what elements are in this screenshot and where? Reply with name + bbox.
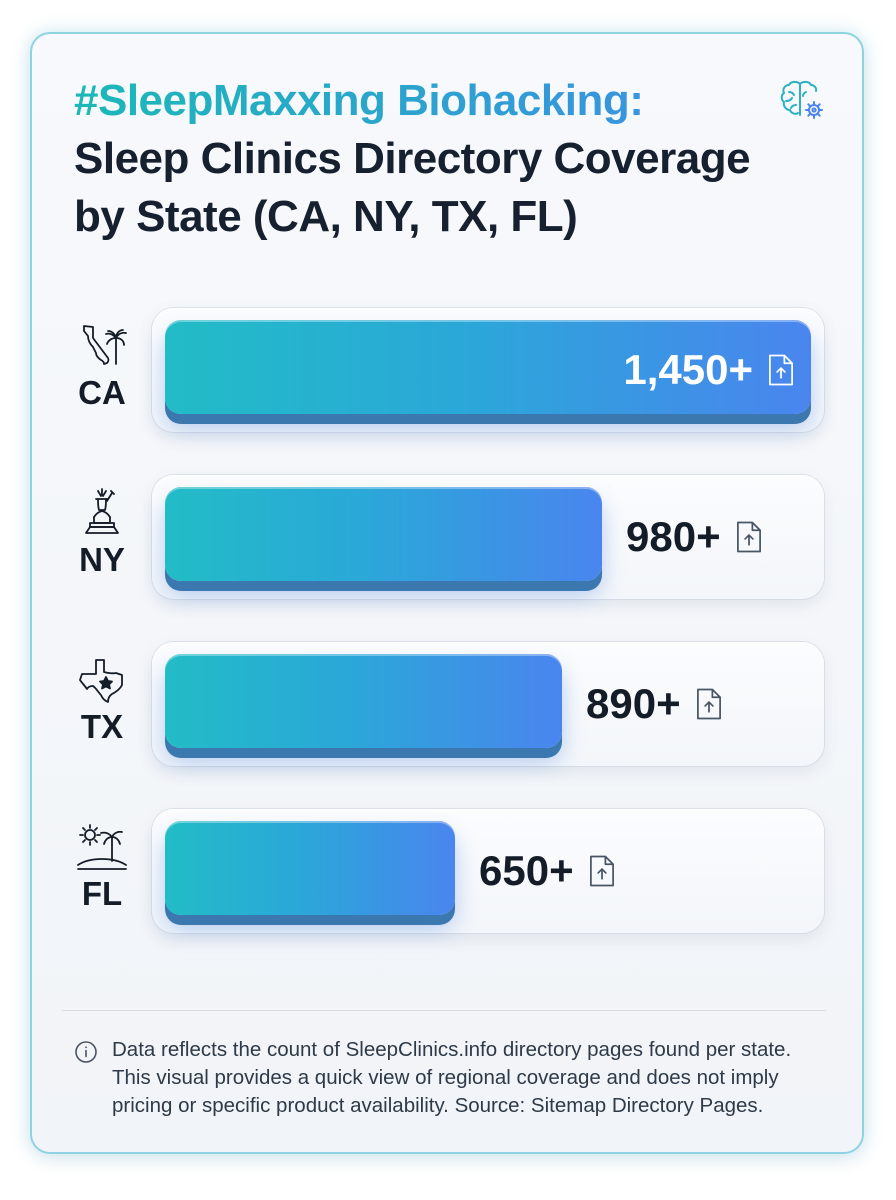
value-label-group-tx: 890+ [586, 676, 723, 732]
bar-row-ca: CA 1,450+ [32, 308, 866, 434]
category-label-ca: CA [78, 374, 126, 411]
document-upload-icon [696, 688, 721, 720]
value-label-group-fl: 650+ [479, 843, 616, 899]
category-label-ny: NY [79, 541, 125, 578]
info-icon [75, 1041, 97, 1063]
statue-of-liberty-icon [85, 488, 119, 534]
value-label-group-ca: 1,450+ [623, 342, 795, 398]
bar-track-tx: 890+ [152, 642, 824, 766]
value-label-ny: 980+ [626, 513, 721, 560]
footnote-divider [62, 1010, 826, 1011]
bar-track-ca: 1,450+ [152, 308, 824, 432]
california-palm-icon [83, 325, 127, 365]
chart-title: #SleepMaxxing Biohacking: Sleep Clinics … [74, 72, 774, 246]
value-label-ca: 1,450+ [623, 346, 753, 393]
value-label-group-ny: 980+ [626, 509, 763, 565]
category-label-fl: FL [81, 875, 123, 912]
brain-gear-icon [780, 80, 823, 119]
sun-palm-island-icon [77, 824, 127, 870]
bar-tx [165, 654, 562, 748]
title-line-3: by State (CA, NY, TX, FL) [74, 192, 578, 241]
bar-track-ny: 980+ [152, 475, 824, 599]
bar-track-fl: 650+ [152, 809, 824, 933]
document-upload-icon [769, 354, 793, 386]
bar-ca [165, 320, 811, 414]
document-upload-icon [589, 855, 614, 887]
texas-star-icon [79, 659, 123, 703]
category-label-tx: TX [80, 708, 124, 745]
value-label-tx: 890+ [586, 680, 681, 727]
value-label-fl: 650+ [479, 847, 574, 894]
document-upload-icon [736, 521, 761, 553]
footnote-text: Data reflects the count of SleepClinics.… [112, 1038, 792, 1117]
bar-ny [165, 487, 602, 581]
bar-fl [165, 821, 455, 915]
title-line-2: Sleep Clinics Directory Coverage [74, 134, 751, 183]
title-hashtag-line: #SleepMaxxing Biohacking: [74, 72, 774, 130]
bar-row-fl: FL 650+ [32, 809, 866, 935]
bar-row-tx: TX 890+ [32, 642, 866, 768]
bar-row-ny: NY 980+ [32, 475, 866, 601]
infographic-card: #SleepMaxxing Biohacking: Sleep Clinics … [30, 32, 864, 1154]
